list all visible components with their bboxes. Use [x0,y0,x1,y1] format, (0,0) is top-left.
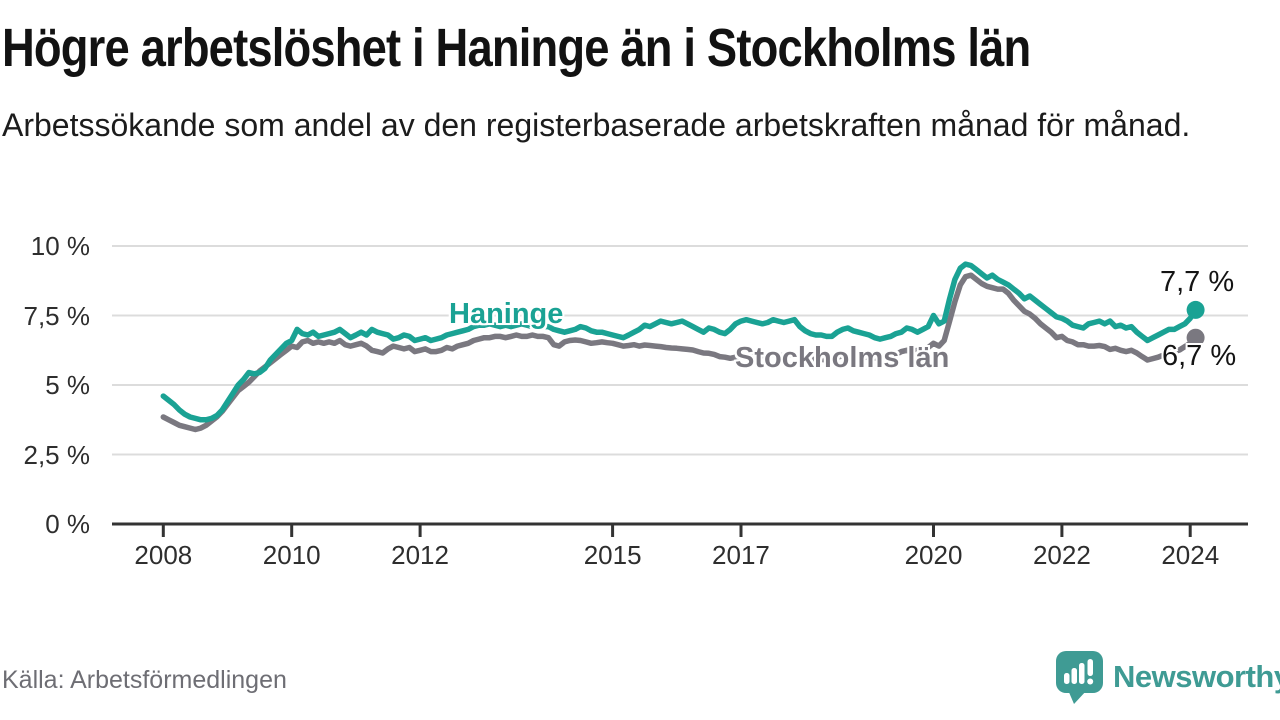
series-label-haninge: Haninge [449,298,564,330]
x-axis-label: 2017 [712,540,770,570]
end-value-label-stockholms-lan: 6,7 % [1162,340,1237,372]
newsworthy-wordmark: Newsworthy [1113,659,1280,694]
x-axis-label: 2022 [1032,540,1091,570]
x-axis-label: 2010 [262,540,321,570]
haninge-line [160,261,1199,423]
stockholms-l-n-line [160,272,1199,433]
x-axis-label: 2020 [904,540,963,570]
newsworthy-logo: Newsworthy [1056,650,1280,704]
y-axis-label: 0 % [45,509,90,539]
end-value-label-haninge: 7,7 % [1160,266,1235,298]
y-axis-label: 5 % [45,370,90,400]
y-axis-label: 10 % [30,231,90,261]
y-axis-label: 2,5 % [23,439,91,470]
page-title: Högre arbetslöshet i Haninge än i Stockh… [2,18,1031,78]
stockholms-l-n-end-dot [1186,328,1205,347]
source-note: Källa: Arbetsförmedlingen [2,666,287,694]
x-axis-label: 2024 [1161,540,1220,570]
series-label-stockholms-lan: Stockholms län [735,342,950,374]
x-axis-label: 2015 [583,540,642,570]
x-axis-label: 2012 [391,540,449,570]
haninge-end-dot [1186,300,1205,319]
newsworthy-speech-bubble-icon [1056,651,1103,704]
x-axis-label: 2008 [134,540,193,570]
y-axis-label: 7,5 % [23,300,91,331]
page-subtitle: Arbetssökande som andel av den registerb… [2,107,1191,143]
